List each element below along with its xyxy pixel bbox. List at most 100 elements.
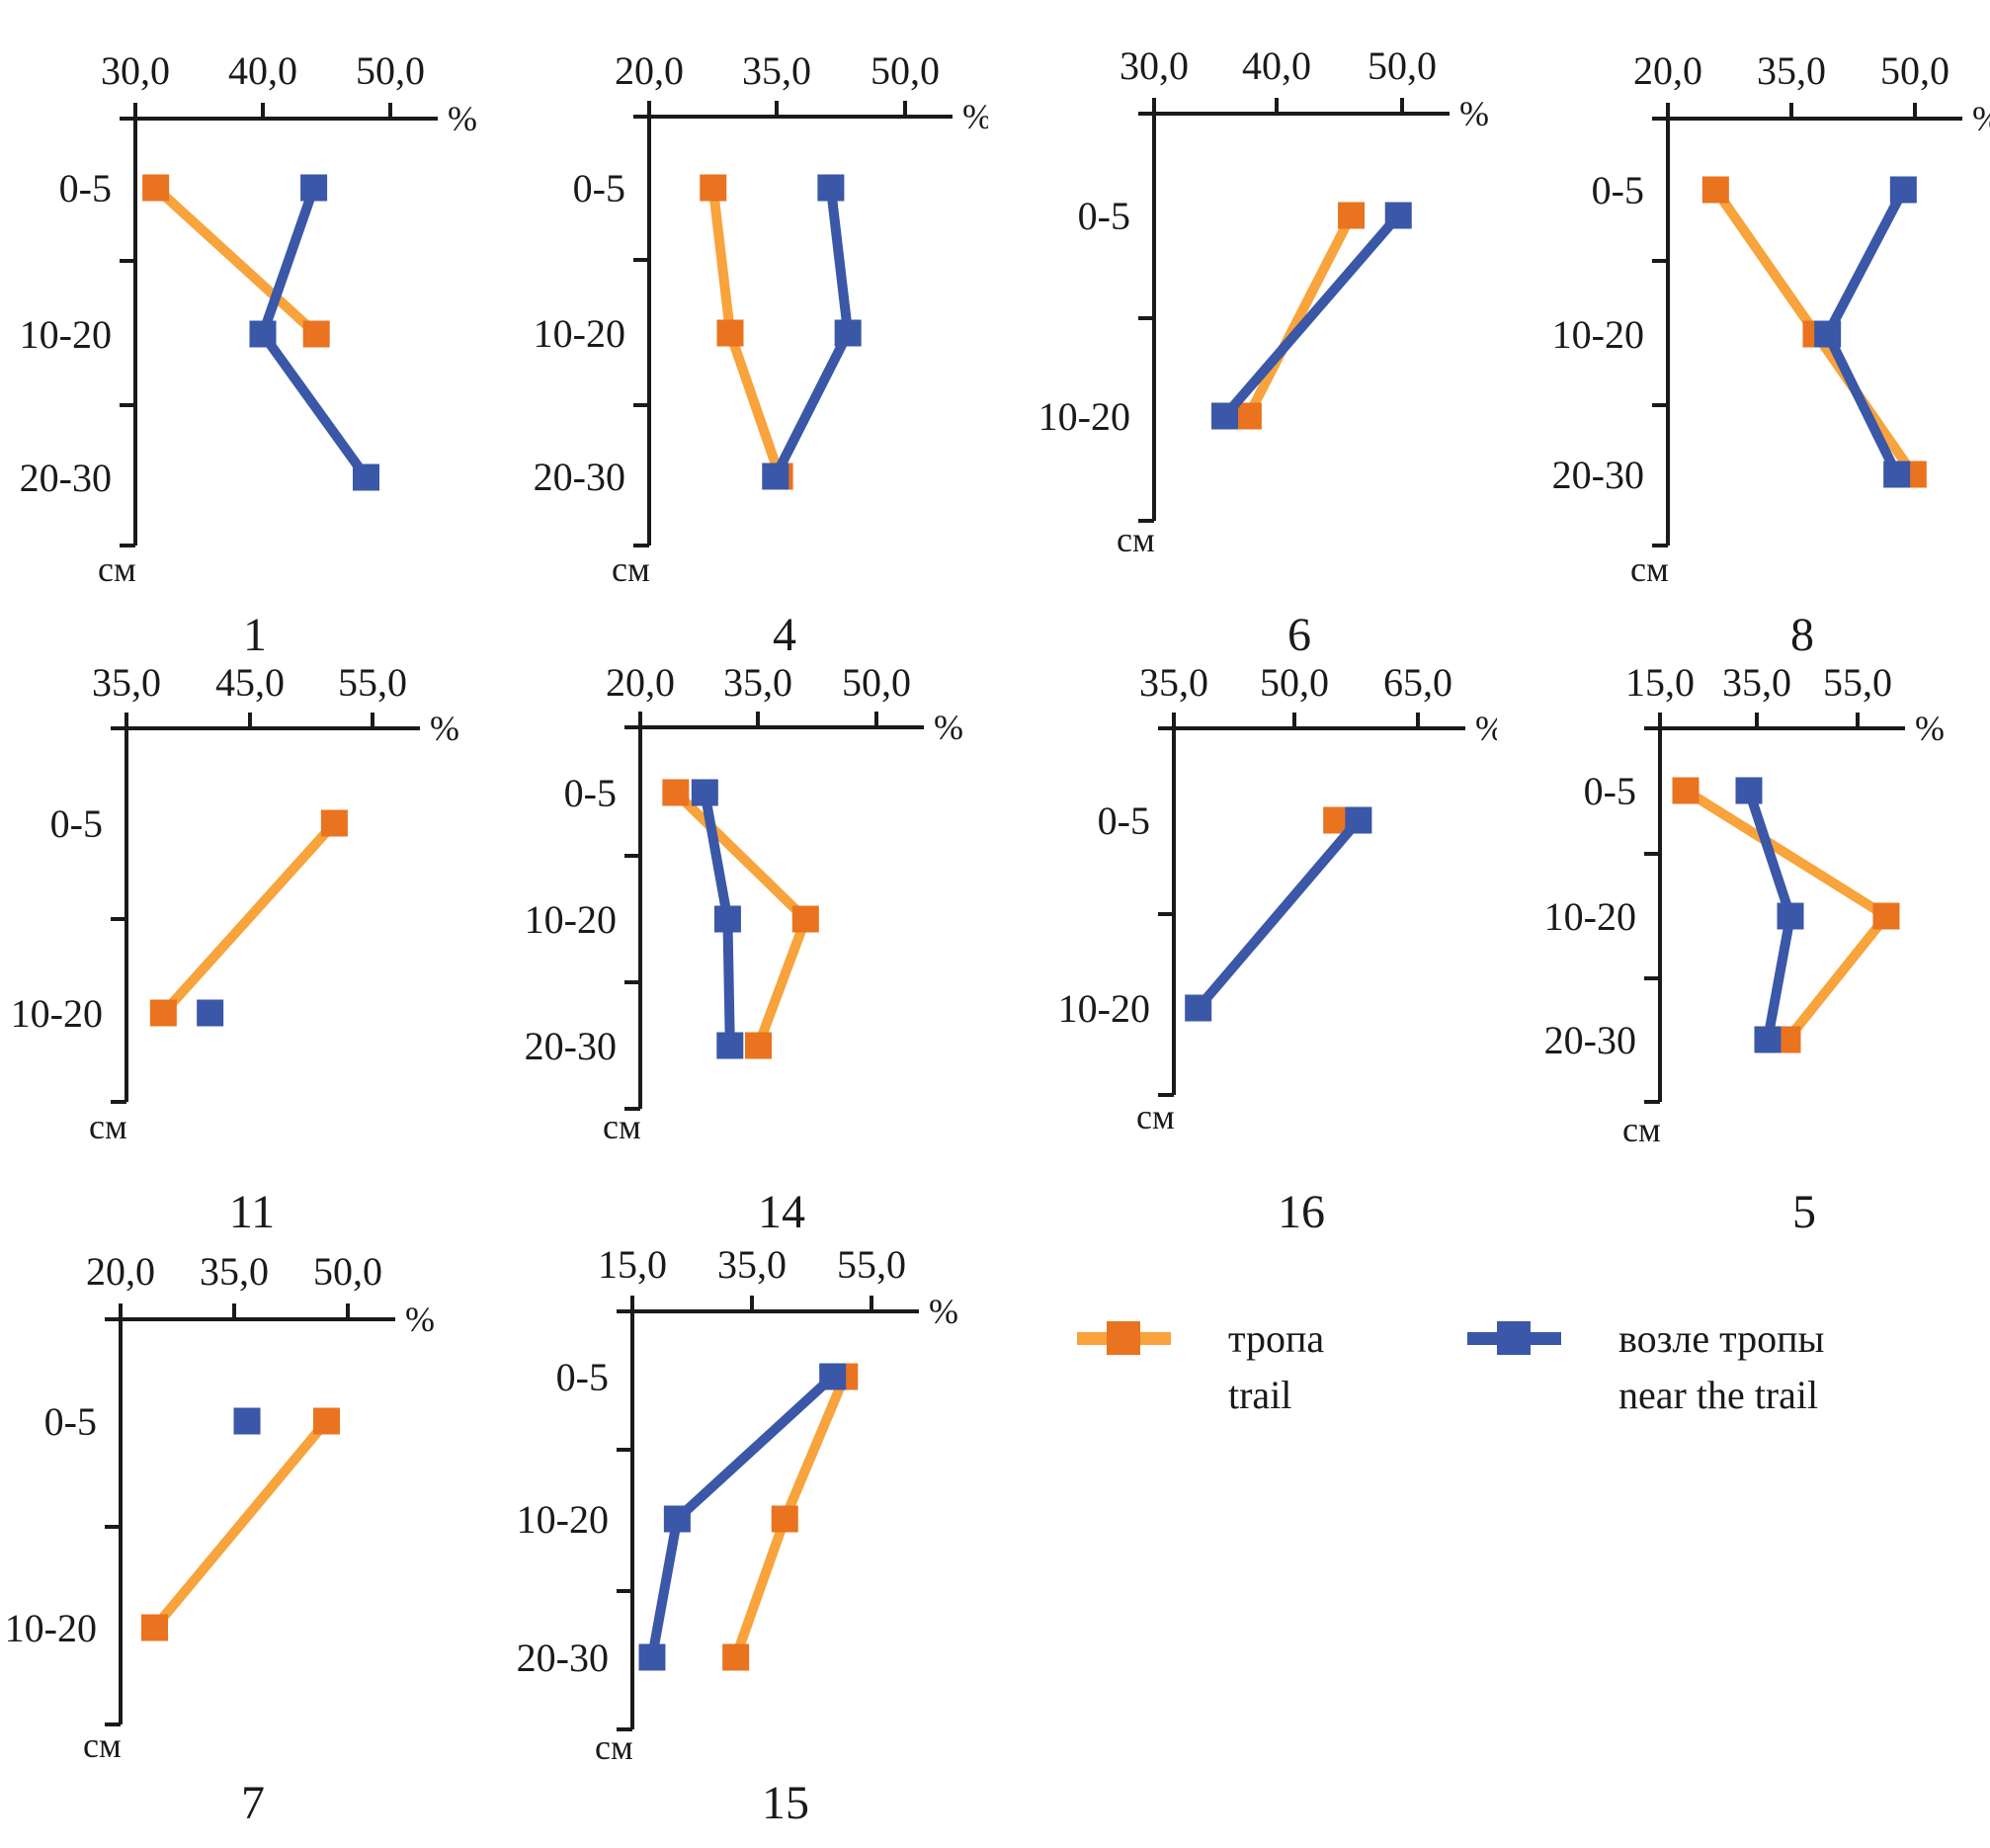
x-tick-label: 35,0 bbox=[723, 660, 792, 705]
chart-number: 6 bbox=[1287, 609, 1311, 652]
trail-legend-marker-icon bbox=[1077, 1310, 1171, 1366]
near-trail-legend-marker-icon bbox=[1467, 1310, 1561, 1366]
y-axis-unit-label: см bbox=[83, 1725, 122, 1765]
x-tick-label: 20,0 bbox=[615, 48, 684, 93]
legend-label-near-trail-ru: возле тропы bbox=[1618, 1316, 1825, 1361]
chart-14: 20,0 35,0 50,0% 0-5 10-20 20-30 см 14 bbox=[494, 652, 988, 1245]
legend-item-trail: тропа trail bbox=[1077, 1310, 1324, 1423]
depth-label: 20-30 bbox=[1552, 453, 1644, 497]
x-tick-label: 35,0 bbox=[200, 1249, 269, 1294]
x-axis-unit-label: % bbox=[430, 709, 459, 748]
x-tick-label: 55,0 bbox=[338, 660, 407, 705]
x-tick-label: 50,0 bbox=[871, 48, 940, 93]
x-tick-label: 40,0 bbox=[1242, 43, 1311, 88]
x-tick-label: 30,0 bbox=[1119, 43, 1189, 88]
chart-number: 15 bbox=[762, 1777, 809, 1829]
series-near_trail-marker bbox=[716, 1032, 744, 1059]
x-tick-label: 50,0 bbox=[313, 1249, 382, 1294]
series-near_trail-marker bbox=[1777, 902, 1804, 930]
depth-label: 10-20 bbox=[525, 897, 617, 942]
x-tick-label: 30,0 bbox=[101, 48, 170, 93]
series-trail-marker bbox=[1701, 176, 1729, 204]
depth-label: 10-20 bbox=[1038, 394, 1130, 439]
depth-label: 10-20 bbox=[1058, 986, 1150, 1031]
x-axis-unit-label: % bbox=[934, 708, 963, 747]
series-trail-line bbox=[150, 1417, 331, 1632]
series-near_trail-marker bbox=[1735, 777, 1763, 804]
series-trail-marker bbox=[771, 1505, 798, 1533]
series-trail-marker bbox=[700, 174, 727, 202]
series-trail-marker bbox=[302, 320, 330, 348]
chart-16: 35,0 50,0 65,0% 0-5 10-20 см 16 bbox=[988, 652, 1497, 1245]
series-near_trail-marker bbox=[713, 905, 741, 933]
chart-8-svg: 20,0 35,0 50,0% 0-5 10-20 20-30 см 8 bbox=[1552, 48, 1990, 652]
x-axis-unit-label: % bbox=[1459, 94, 1489, 133]
y-axis-unit-label: см bbox=[1136, 1097, 1175, 1136]
series-near_trail-line bbox=[1194, 816, 1363, 1012]
series-near_trail-marker bbox=[817, 174, 845, 202]
x-tick-label: 35,0 bbox=[742, 48, 811, 93]
depth-label: 10-20 bbox=[20, 312, 112, 357]
legend-label-trail-ru: тропа bbox=[1228, 1316, 1325, 1361]
x-tick-label: 20,0 bbox=[1633, 48, 1702, 93]
series-near_trail-marker bbox=[233, 1407, 261, 1435]
series-trail-marker bbox=[142, 174, 170, 202]
series-trail-marker bbox=[1872, 902, 1900, 930]
depth-label: 20-30 bbox=[525, 1024, 617, 1068]
depth-label: 20-30 bbox=[534, 455, 625, 499]
legend-label-near-trail-en: near the trail bbox=[1618, 1373, 1819, 1417]
x-tick-label: 20,0 bbox=[86, 1249, 155, 1294]
series-near_trail-marker bbox=[352, 463, 379, 491]
x-axis-unit-label: % bbox=[1475, 709, 1497, 748]
x-tick-label: 35,0 bbox=[1722, 660, 1791, 705]
depth-label: 0-5 bbox=[556, 1355, 609, 1399]
series-near_trail-marker bbox=[834, 319, 862, 347]
x-tick-label: 50,0 bbox=[1260, 660, 1329, 705]
chart-8: 20,0 35,0 50,0% 0-5 10-20 20-30 см 8 bbox=[1502, 0, 1990, 652]
x-axis-unit-label: % bbox=[405, 1300, 435, 1339]
chart-1-svg: 30,0 40,0 50,0% 0-5 10-20 20-30 см 1 bbox=[20, 48, 477, 652]
depth-label: 0-5 bbox=[573, 166, 625, 210]
series-trail-line bbox=[159, 819, 339, 1017]
x-tick-label: 45,0 bbox=[215, 660, 285, 705]
chart-number: 7 bbox=[241, 1777, 265, 1829]
depth-label: 0-5 bbox=[1098, 798, 1150, 843]
chart-15: 15,0 35,0 55,0% 0-5 10-20 20-30 см 15 bbox=[464, 1245, 988, 1848]
x-axis-unit-label: % bbox=[1972, 99, 1990, 138]
series-trail-marker bbox=[1234, 402, 1262, 430]
chart-number: 8 bbox=[1790, 609, 1814, 652]
y-axis-unit-label: см bbox=[98, 549, 136, 589]
series-trail-marker bbox=[722, 1643, 750, 1671]
depth-label: 0-5 bbox=[44, 1399, 97, 1444]
series-near_trail-marker bbox=[1211, 402, 1239, 430]
depth-label: 0-5 bbox=[50, 801, 103, 846]
series-trail-marker bbox=[141, 1614, 168, 1641]
series-near_trail-marker bbox=[1889, 176, 1917, 204]
chart-7-svg: 20,0 35,0 50,0% 0-5 10-20 см 7 bbox=[5, 1249, 435, 1829]
y-axis-unit-label: см bbox=[89, 1107, 127, 1146]
x-tick-label: 55,0 bbox=[837, 1245, 906, 1287]
depth-label: 10-20 bbox=[517, 1497, 609, 1542]
depth-label: 0-5 bbox=[1078, 194, 1130, 238]
x-tick-label: 35,0 bbox=[1139, 660, 1208, 705]
x-tick-label: 20,0 bbox=[606, 660, 675, 705]
series-near_trail-marker bbox=[1814, 320, 1842, 348]
x-axis-unit-label: % bbox=[448, 99, 477, 138]
series-near_trail-marker bbox=[300, 174, 328, 202]
series-near_trail-marker bbox=[663, 1505, 691, 1533]
series-trail-marker bbox=[313, 1407, 341, 1435]
chart-14-svg: 20,0 35,0 50,0% 0-5 10-20 20-30 см 14 bbox=[525, 660, 963, 1238]
chart-6: 30,0 40,0 50,0% 0-5 10-20 см 6 bbox=[988, 0, 1497, 652]
legend-label-trail: тропа trail bbox=[1228, 1310, 1324, 1423]
depth-label: 10-20 bbox=[11, 991, 103, 1036]
depth-label: 20-30 bbox=[20, 456, 112, 500]
series-near_trail-line bbox=[1220, 211, 1403, 420]
series-trail-line bbox=[1243, 212, 1356, 419]
x-tick-label: 55,0 bbox=[1823, 660, 1892, 705]
chart-number: 14 bbox=[758, 1186, 805, 1238]
chart-number: 11 bbox=[229, 1186, 275, 1238]
series-near_trail-marker bbox=[249, 320, 277, 348]
depth-label: 10-20 bbox=[534, 311, 625, 356]
chart-5-svg: 15,0 35,0 55,0% 0-5 10-20 20-30 см 5 bbox=[1544, 660, 1945, 1238]
